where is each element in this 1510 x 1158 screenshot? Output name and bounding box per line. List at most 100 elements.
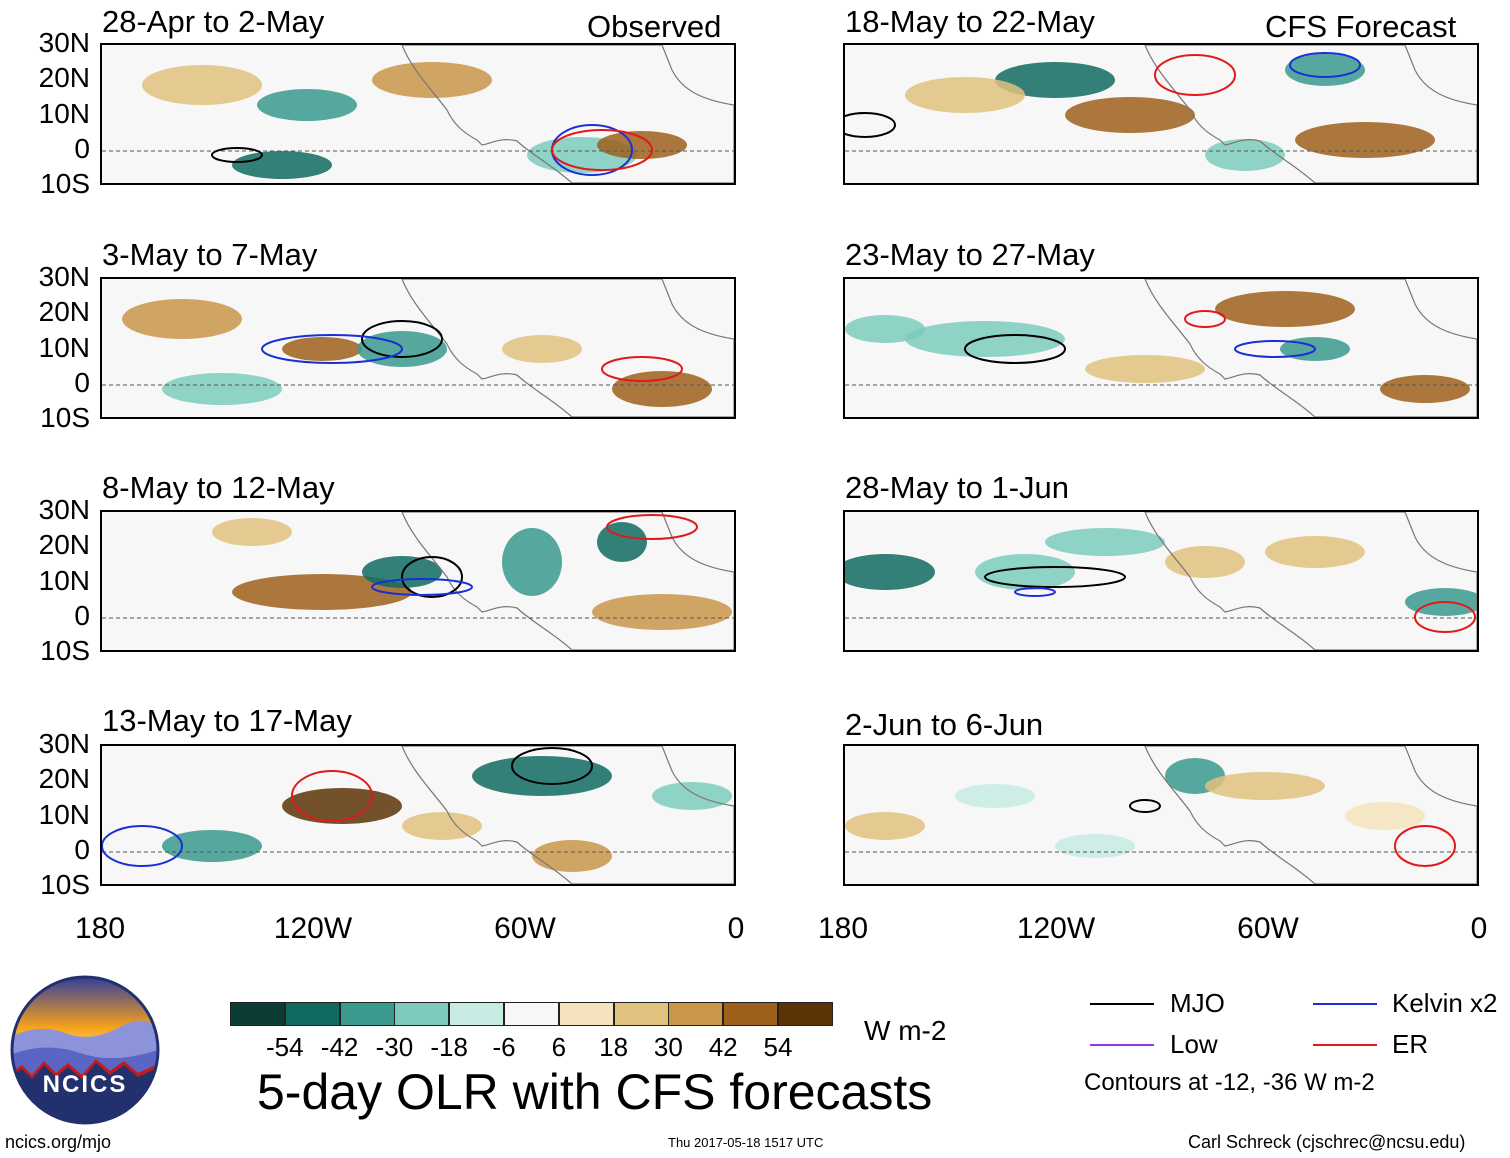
- olr-anomaly: [1085, 355, 1205, 383]
- panel-title: 28-May to 1-Jun: [845, 470, 1069, 505]
- map-svg: [102, 512, 734, 650]
- wave-contour: [1289, 52, 1361, 78]
- lon-label: 0: [727, 912, 745, 945]
- olr-anomaly: [597, 131, 687, 159]
- lon-label: 180: [74, 912, 126, 945]
- colorbar-label: -54: [266, 1032, 304, 1062]
- olr-anomaly: [597, 522, 647, 562]
- lat-label: 20N: [38, 296, 90, 327]
- colorbar-swatch: [504, 1002, 559, 1026]
- olr-anomaly: [282, 337, 362, 361]
- lon-label: 180: [817, 912, 869, 945]
- lat-label: 20N: [38, 62, 90, 93]
- olr-anomaly: [1215, 291, 1355, 327]
- lat-label: 10N: [38, 98, 90, 129]
- colorbar-swatch: [668, 1002, 724, 1026]
- olr-anomaly: [1205, 772, 1325, 800]
- colorbar-label: 30: [653, 1032, 683, 1062]
- legend-er-label: ER: [1392, 1029, 1429, 1059]
- olr-anomaly: [502, 335, 582, 363]
- olr-anomaly: [212, 518, 292, 546]
- coastline: [401, 45, 734, 183]
- lat-label: 20N: [38, 529, 90, 560]
- olr-anomaly: [1380, 375, 1470, 403]
- wave-contour: [1129, 799, 1161, 813]
- panel-tag: CFS Forecast: [1265, 9, 1457, 44]
- legend-kelvin-line: [1313, 1003, 1377, 1005]
- map-panel-5: [100, 510, 736, 652]
- lon-label: 0: [1470, 912, 1488, 945]
- olr-anomaly: [162, 830, 262, 862]
- wave-contour: [1414, 601, 1476, 633]
- olr-anomaly: [1165, 546, 1245, 578]
- lat-label: 0: [74, 600, 90, 631]
- map-svg: [102, 45, 734, 183]
- olr-anomaly: [975, 554, 1075, 590]
- olr-anomaly: [1065, 97, 1195, 133]
- wave-contour: [964, 334, 1066, 364]
- legend-low-label: Low: [1170, 1029, 1218, 1059]
- wave-contour: [261, 334, 403, 364]
- legend-er-line: [1313, 1044, 1377, 1046]
- lat-label: 10N: [38, 332, 90, 363]
- panel-title: 2-Jun to 6-Jun: [845, 707, 1044, 742]
- olr-anomaly: [1345, 802, 1425, 830]
- colorbar-label: 6: [551, 1032, 567, 1062]
- coastline: [401, 746, 734, 884]
- panel-title: 3-May to 7-May: [102, 237, 318, 272]
- footer-url[interactable]: ncics.org/mjo: [5, 1132, 112, 1152]
- legend-low-line: [1090, 1044, 1154, 1046]
- lon-label: 120W: [1016, 912, 1096, 945]
- olr-anomaly: [955, 784, 1035, 808]
- lat-label: 30N: [38, 728, 90, 759]
- olr-anomaly: [1285, 54, 1365, 86]
- lat-label: 0: [74, 834, 90, 865]
- olr-anomaly: [372, 62, 492, 98]
- lat-label: 0: [74, 367, 90, 398]
- map-svg: [102, 746, 734, 884]
- legend-kelvin-label: Kelvin x2: [1392, 988, 1498, 1018]
- olr-anomaly: [592, 594, 732, 630]
- logo-text: NCICS: [42, 1071, 128, 1098]
- olr-anomaly: [905, 77, 1025, 113]
- wave-contour: [291, 770, 373, 822]
- map-panel-4: [843, 277, 1479, 419]
- map-panel-2: [843, 43, 1479, 185]
- ncics-logo: NCICS: [10, 975, 160, 1125]
- olr-anomaly: [402, 812, 482, 840]
- legend-mjo-line: [1090, 1003, 1154, 1005]
- colorbar-label: -6: [492, 1032, 516, 1062]
- lat-label: 30N: [38, 494, 90, 525]
- wave-contour: [1394, 825, 1456, 867]
- wave-contour: [551, 129, 653, 171]
- colorbar-swatch: [723, 1002, 779, 1026]
- coastline: [1144, 45, 1477, 183]
- colorbar-swatch: [558, 1002, 614, 1026]
- panel-title: 18-May to 22-May: [845, 4, 1095, 39]
- coastline: [1144, 512, 1477, 650]
- map-panel-1: [100, 43, 736, 185]
- wave-contour: [984, 566, 1126, 588]
- main-title: 5-day OLR with CFS forecasts: [257, 1064, 933, 1120]
- olr-anomaly: [845, 554, 935, 590]
- olr-anomaly: [612, 371, 712, 407]
- colorbar-swatch: [284, 1002, 340, 1026]
- colorbar-label: -18: [430, 1032, 468, 1062]
- lon-label: 120W: [273, 912, 353, 945]
- olr-anomaly: [845, 315, 925, 343]
- map-panel-6: [843, 510, 1479, 652]
- panel-title: 23-May to 27-May: [845, 237, 1095, 272]
- coastline: [401, 512, 734, 650]
- lat-label: 10S: [40, 402, 90, 433]
- map-panel-7: [100, 744, 736, 886]
- wave-contour: [211, 147, 263, 163]
- olr-anomaly: [232, 151, 332, 179]
- map-svg: [845, 746, 1477, 884]
- olr-anomaly: [142, 65, 262, 105]
- wave-contour: [102, 825, 183, 867]
- lat-label: 10N: [38, 565, 90, 596]
- map-svg: [845, 45, 1477, 183]
- lat-label: 20N: [38, 763, 90, 794]
- olr-anomaly: [122, 299, 242, 339]
- colorbar-units: W m-2: [864, 1015, 947, 1046]
